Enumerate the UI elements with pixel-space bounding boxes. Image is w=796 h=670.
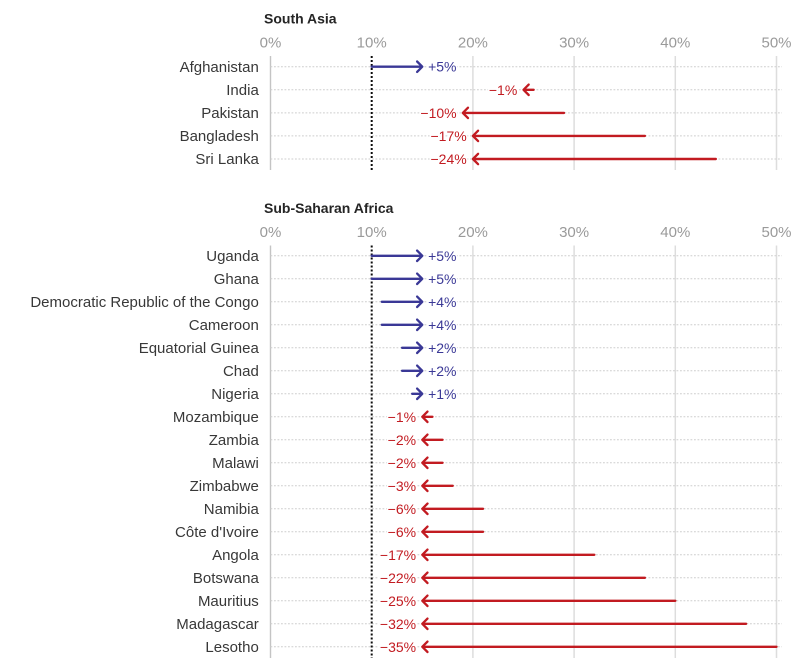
svg-text:30%: 30%	[559, 224, 589, 241]
svg-text:South Asia: South Asia	[264, 11, 337, 27]
svg-text:−24%: −24%	[430, 151, 466, 167]
svg-text:−22%: −22%	[380, 570, 416, 586]
svg-text:Ghana: Ghana	[214, 271, 260, 288]
svg-text:−3%: −3%	[388, 478, 416, 494]
svg-text:Namibia: Namibia	[204, 501, 260, 518]
svg-text:+4%: +4%	[428, 294, 456, 310]
svg-text:50%: 50%	[761, 35, 791, 52]
svg-text:Nigeria: Nigeria	[211, 386, 259, 403]
svg-text:−17%: −17%	[430, 128, 466, 144]
svg-text:Mauritius: Mauritius	[198, 593, 259, 610]
svg-text:+2%: +2%	[428, 363, 456, 379]
svg-text:Zimbabwe: Zimbabwe	[190, 478, 259, 495]
svg-text:−32%: −32%	[380, 616, 416, 632]
svg-text:30%: 30%	[559, 35, 589, 52]
svg-text:+2%: +2%	[428, 340, 456, 356]
svg-text:50%: 50%	[761, 224, 791, 241]
svg-text:0%: 0%	[260, 224, 282, 241]
svg-text:−6%: −6%	[388, 501, 416, 517]
svg-text:−35%: −35%	[380, 639, 416, 655]
svg-text:Malawi: Malawi	[212, 455, 259, 472]
svg-text:+4%: +4%	[428, 317, 456, 333]
svg-text:10%: 10%	[357, 35, 387, 52]
svg-text:−2%: −2%	[388, 432, 416, 448]
svg-text:Angola: Angola	[212, 547, 259, 564]
svg-text:−10%: −10%	[420, 105, 456, 121]
svg-text:Madagascar: Madagascar	[176, 616, 259, 633]
svg-text:Afghanistan: Afghanistan	[180, 59, 259, 76]
svg-text:20%: 20%	[458, 35, 488, 52]
svg-text:40%: 40%	[660, 224, 690, 241]
svg-text:−17%: −17%	[380, 547, 416, 563]
svg-text:India: India	[226, 82, 259, 99]
svg-text:−1%: −1%	[489, 82, 517, 98]
svg-text:Sub-Saharan Africa: Sub-Saharan Africa	[264, 200, 394, 216]
svg-text:Uganda: Uganda	[206, 248, 259, 265]
svg-text:Sri Lanka: Sri Lanka	[195, 151, 259, 168]
svg-text:+5%: +5%	[428, 271, 456, 287]
svg-text:Pakistan: Pakistan	[201, 105, 259, 122]
svg-text:−1%: −1%	[388, 409, 416, 425]
svg-text:Mozambique: Mozambique	[173, 409, 259, 426]
svg-text:+1%: +1%	[428, 386, 456, 402]
svg-text:Chad: Chad	[223, 363, 259, 380]
svg-text:Côte d'Ivoire: Côte d'Ivoire	[175, 524, 259, 541]
svg-text:0%: 0%	[260, 35, 282, 52]
svg-text:−6%: −6%	[388, 524, 416, 540]
svg-text:−25%: −25%	[380, 593, 416, 609]
svg-text:Bangladesh: Bangladesh	[180, 128, 259, 145]
svg-text:−2%: −2%	[388, 455, 416, 471]
svg-text:20%: 20%	[458, 224, 488, 241]
svg-text:40%: 40%	[660, 35, 690, 52]
svg-text:10%: 10%	[357, 224, 387, 241]
svg-text:Democratic Republic of the Con: Democratic Republic of the Congo	[30, 294, 258, 311]
svg-text:Botswana: Botswana	[193, 570, 260, 587]
svg-text:Zambia: Zambia	[209, 432, 260, 449]
svg-text:Equatorial Guinea: Equatorial Guinea	[139, 340, 260, 357]
svg-text:Lesotho: Lesotho	[205, 639, 258, 656]
svg-text:+5%: +5%	[428, 248, 456, 264]
svg-text:Cameroon: Cameroon	[189, 317, 259, 334]
svg-text:+5%: +5%	[428, 59, 456, 75]
